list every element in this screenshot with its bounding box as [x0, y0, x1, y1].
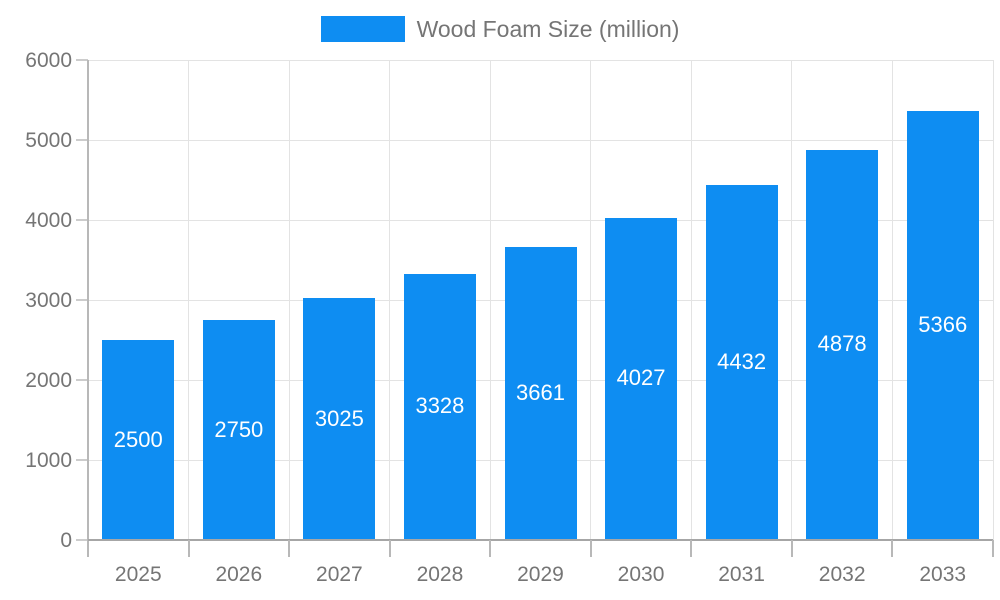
bar-value-label: 2750: [214, 416, 264, 442]
y-axis-tick: [76, 379, 88, 381]
bar-value-label: 3025: [314, 405, 364, 431]
y-axis-tick-label: 4000: [25, 209, 72, 232]
bar[interactable]: 2500: [102, 340, 175, 539]
x-axis-tick: [489, 540, 492, 557]
y-axis-tick-label: 3000: [25, 289, 72, 312]
x-axis-tick-label: 2027: [316, 563, 363, 586]
x-axis-tick-label: 2031: [718, 563, 765, 586]
x-axis-tick-label: 2029: [517, 563, 564, 586]
bar-value-label: 4878: [817, 331, 867, 357]
y-axis-tick-label: 1000: [25, 449, 72, 472]
gridline-vertical: [489, 60, 491, 540]
x-axis-tick: [992, 540, 994, 557]
bar[interactable]: 4027: [605, 217, 678, 539]
gridline-vertical: [891, 60, 893, 540]
gridline-vertical: [389, 60, 391, 540]
x-axis-tick-label: 2026: [215, 563, 263, 586]
y-axis-tick: [76, 219, 88, 221]
y-axis-tick: [76, 459, 88, 461]
y-axis-tick-label: 5000: [25, 129, 72, 152]
bar-value-label: 2500: [113, 426, 163, 452]
bar-value-label: 3661: [516, 380, 565, 406]
legend-label: Wood Foam Size (million): [416, 16, 680, 42]
bar-value-label: 4432: [717, 349, 767, 375]
gridline-vertical: [288, 60, 290, 540]
bar[interactable]: 3328: [403, 273, 476, 539]
x-axis-tick-label: 2030: [617, 563, 665, 586]
y-axis-tick: [76, 59, 88, 61]
bar[interactable]: 4432: [705, 185, 778, 539]
x-axis-tick: [187, 540, 190, 557]
gridline-vertical: [590, 60, 592, 540]
gridline-horizontal: [88, 139, 993, 141]
x-axis-tick: [388, 540, 391, 557]
y-axis-tick-label: 2000: [25, 369, 72, 392]
x-axis-tick-label: 2028: [416, 563, 464, 586]
x-axis-tick: [589, 540, 592, 557]
bar-value-label: 4027: [616, 365, 666, 391]
y-axis-tick: [76, 299, 88, 301]
x-axis-tick-label: 2033: [919, 563, 967, 586]
x-axis-tick: [891, 540, 894, 557]
y-axis-tick-label: 0: [60, 529, 72, 552]
bar[interactable]: 5366: [906, 110, 979, 539]
bar-value-label: 3328: [415, 393, 465, 419]
x-axis-tick: [690, 540, 693, 557]
y-axis-tick: [76, 139, 88, 141]
bar[interactable]: 4878: [806, 149, 879, 539]
bar[interactable]: 2750: [202, 320, 275, 539]
gridline-vertical: [188, 60, 190, 540]
legend[interactable]: Wood Foam Size (million): [0, 16, 1000, 42]
y-axis-tick-label: 6000: [25, 49, 72, 72]
gridline-horizontal: [88, 219, 993, 221]
y-axis-line: [87, 60, 89, 557]
legend-swatch-icon: [320, 16, 405, 42]
x-axis-tick: [790, 540, 793, 557]
gridline-vertical: [690, 60, 692, 540]
x-axis-line: [88, 539, 993, 541]
gridline-horizontal: [88, 59, 993, 61]
bar[interactable]: 3025: [303, 298, 376, 539]
y-axis-tick: [76, 539, 88, 541]
gridline-vertical: [992, 60, 994, 540]
gridline-vertical: [791, 60, 793, 540]
x-axis-tick-label: 2032: [818, 563, 866, 586]
bar[interactable]: 3661: [504, 247, 577, 539]
x-axis-tick: [288, 540, 291, 557]
bar-value-label: 5366: [918, 311, 968, 337]
x-axis-tick-label: 2025: [114, 563, 162, 586]
